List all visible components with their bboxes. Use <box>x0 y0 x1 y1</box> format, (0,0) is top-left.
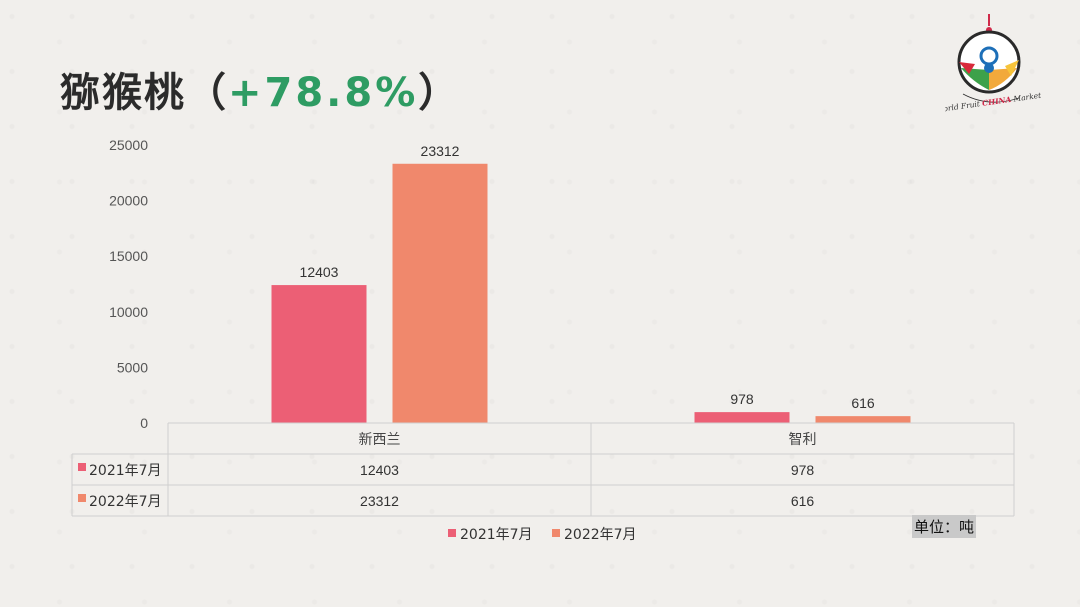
table-series-label: 2021年7月 <box>89 463 162 479</box>
table-value: 978 <box>791 462 815 478</box>
y-tick-label: 15000 <box>109 248 148 264</box>
y-tick-label: 20000 <box>109 193 148 209</box>
table-legend-key <box>78 494 86 502</box>
bar <box>694 412 790 423</box>
bar-data-label: 12403 <box>300 264 339 280</box>
table-series-label: 2022年7月 <box>89 494 162 510</box>
world-fruit-china-market-logo-icon: World Fruit CHINA Market <box>945 14 1043 112</box>
legend-label: 2022年7月 <box>564 527 637 543</box>
page-title: 猕猴桃（+78.8%） <box>60 60 460 118</box>
title-percent-change: +78.8% <box>228 70 419 116</box>
legend-label: 2021年7月 <box>460 527 533 543</box>
legend-key <box>448 529 456 537</box>
table-value: 12403 <box>360 462 399 478</box>
bar-data-label: 23312 <box>421 143 460 159</box>
bar <box>392 163 488 423</box>
y-tick-label: 5000 <box>117 359 148 375</box>
y-tick-label: 25000 <box>109 137 148 153</box>
bar-data-label: 616 <box>851 395 875 411</box>
title-open-paren: （ <box>186 70 228 116</box>
bar <box>271 285 367 423</box>
y-tick-label: 10000 <box>109 304 148 320</box>
table-value: 616 <box>791 493 815 509</box>
title-close-paren: ） <box>418 70 461 116</box>
table-value: 23312 <box>360 493 399 509</box>
unit-label: 单位：吨 <box>912 515 977 538</box>
legend-key <box>552 529 560 537</box>
y-tick-label: 0 <box>140 415 148 431</box>
bar-data-label: 978 <box>730 391 754 407</box>
category-label: 智利 <box>789 432 817 448</box>
title-main: 猕猴桃 <box>60 70 186 116</box>
bar <box>815 416 911 423</box>
table-legend-key <box>78 463 86 471</box>
category-label: 新西兰 <box>359 432 401 448</box>
